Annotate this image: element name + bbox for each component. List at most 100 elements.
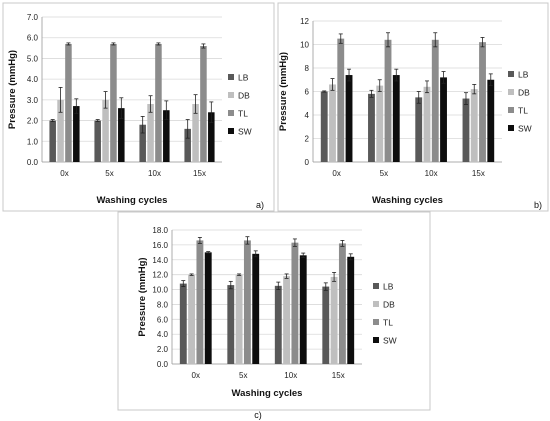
legend-label-lb: LB — [518, 70, 529, 80]
bar-db-5x — [376, 85, 384, 162]
bar-sw-5x — [392, 75, 400, 162]
y-tick-label: 6.0 — [157, 315, 169, 324]
bar-db-5x — [102, 99, 109, 162]
bar-sw-0x — [345, 75, 353, 162]
chart-panel-b: 0 2 4 6 8 10 12 0x 5x 10x 15x Pressure (mmHg) Washin… — [277, 2, 549, 212]
y-tick-label: 10.0 — [152, 286, 168, 295]
legend-label-db: DB — [383, 300, 395, 310]
legend-label-sw: SW — [238, 127, 252, 137]
x-axis-title: Washing cycles — [232, 388, 303, 399]
legend-swatch-sw — [228, 128, 234, 134]
bar-db-10x — [147, 104, 154, 162]
bar-tl-5x — [110, 43, 117, 162]
bar-lb-5x — [368, 93, 375, 162]
bar-db-15x — [470, 89, 478, 162]
y-tick-label: 0 — [305, 158, 310, 167]
y-tick-label: 14.0 — [152, 256, 168, 265]
x-tick-label: 10x — [284, 371, 297, 380]
y-tick-label: 18.0 — [152, 226, 168, 235]
bar-db-10x — [423, 86, 431, 162]
bar-db-15x — [330, 276, 338, 364]
bar-sw-0x — [73, 106, 80, 162]
legend-swatch-lb — [373, 283, 379, 289]
legend-swatch-db — [228, 92, 234, 98]
y-axis-title: Pressure (mmHg) — [278, 52, 289, 131]
bar-db-15x — [192, 104, 199, 162]
chart-panel-c: 0.0 2.0 4.0 6.0 8.0 10.0 12.0 14.0 16.0 18.0 0x 5x 1… — [117, 211, 431, 420]
y-tick-label: 16.0 — [152, 241, 168, 250]
bar-db-0x — [57, 99, 64, 162]
legend-swatch-sw — [373, 337, 379, 343]
legend-swatch-db — [508, 89, 514, 95]
x-tick-label: 5x — [239, 371, 247, 380]
x-tick-label: 5x — [380, 169, 388, 178]
bar-sw-15x — [208, 112, 215, 162]
x-tick-label: 15x — [332, 371, 345, 380]
y-tick-label: 0.0 — [157, 360, 169, 369]
panel-letter: a) — [256, 200, 264, 210]
y-tick-label: 6.0 — [27, 34, 39, 43]
y-tick-label: 12.0 — [152, 271, 168, 280]
bar-sw-0x — [204, 252, 212, 364]
y-axis-title: Pressure (mmHg) — [7, 50, 18, 129]
bar-lb-10x — [415, 97, 423, 162]
bar-tl-15x — [338, 243, 346, 364]
y-tick-label: 1.0 — [27, 137, 39, 146]
bar-lb-0x — [179, 283, 187, 364]
bar-lb-5x — [227, 285, 235, 364]
x-tick-label: 0x — [60, 169, 68, 178]
legend-label-tl: TL — [518, 106, 528, 116]
y-tick-label: 2.0 — [27, 117, 39, 126]
y-tick-label: 8 — [305, 64, 310, 73]
bar-tl-5x — [384, 39, 392, 162]
bar-lb-0x — [320, 91, 328, 162]
y-tick-label: 2.0 — [157, 345, 169, 354]
y-tick-label: 4 — [305, 111, 310, 120]
y-tick-label: 6 — [305, 88, 310, 97]
bar-tl-10x — [155, 43, 162, 162]
bar-lb-5x — [94, 120, 101, 162]
chart-panel-a: 0.0 1.0 2.0 3.0 4.0 5.0 6.0 7.0 0x 5x 10x 15x Pressu… — [2, 2, 275, 212]
x-tick-label: 5x — [105, 169, 113, 178]
legend-label-db: DB — [518, 88, 530, 98]
x-tick-label: 10x — [148, 169, 161, 178]
bar-db-10x — [283, 276, 291, 364]
bar-sw-5x — [118, 108, 125, 162]
y-tick-label: 10 — [300, 41, 309, 50]
bar-lb-15x — [184, 128, 191, 162]
y-tick-label: 3.0 — [27, 96, 39, 105]
bar-sw-10x — [440, 77, 447, 162]
y-tick-label: 4.0 — [27, 75, 39, 84]
panel-frame — [2, 2, 275, 212]
x-axis-title: Washing cycles — [97, 195, 168, 206]
x-tick-label: 15x — [472, 169, 485, 178]
y-tick-label: 7.0 — [27, 13, 39, 22]
bar-lb-10x — [139, 124, 146, 162]
panel-letter: c) — [254, 410, 262, 420]
legend-label-lb: LB — [238, 73, 249, 83]
panel-frame — [277, 2, 549, 212]
bar-lb-15x — [322, 286, 330, 364]
bar-tl-10x — [291, 242, 299, 364]
legend-swatch-tl — [228, 110, 234, 116]
bar-tl-0x — [196, 240, 204, 364]
bar-db-5x — [235, 274, 243, 364]
x-tick-label: 0x — [192, 371, 200, 380]
legend-label-tl: TL — [238, 109, 248, 119]
legend-label-db: DB — [238, 91, 250, 101]
bar-tl-5x — [243, 240, 251, 364]
bar-sw-15x — [487, 79, 495, 162]
bar-db-0x — [188, 274, 196, 364]
y-axis-title: Pressure (mmHg) — [137, 257, 148, 336]
legend-label-sw: SW — [518, 124, 532, 134]
y-tick-label: 5.0 — [27, 54, 39, 63]
x-tick-label: 15x — [193, 169, 206, 178]
bar-sw-10x — [163, 110, 170, 162]
bar-db-0x — [329, 84, 336, 162]
legend-label-tl: TL — [383, 318, 393, 328]
legend-swatch-db — [373, 301, 379, 307]
bar-tl-0x — [337, 38, 345, 162]
y-tick-label: 2 — [305, 135, 310, 144]
y-tick-label: 0.0 — [27, 158, 39, 167]
